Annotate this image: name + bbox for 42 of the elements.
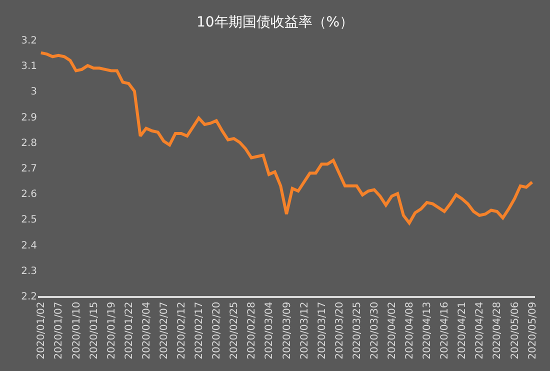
x-tick-label: 2020/03/25 bbox=[352, 302, 363, 360]
y-tick-label: 2.6 bbox=[21, 189, 37, 200]
x-tick-label: 2020/04/08 bbox=[404, 302, 416, 360]
x-tick-label: 2020/03/30 bbox=[369, 302, 380, 360]
x-tick-label: 2020/04/24 bbox=[474, 302, 486, 360]
y-tick-label: 3.2 bbox=[21, 36, 37, 46]
y-tick-label: 2.4 bbox=[21, 240, 37, 252]
x-tick-label: 2020/03/17 bbox=[316, 302, 328, 360]
x-tick-label: 2020/03/20 bbox=[334, 302, 346, 360]
x-tick-label: 2020/05/06 bbox=[510, 302, 521, 360]
line-series bbox=[39, 51, 534, 225]
x-tick-label: 2020/02/25 bbox=[229, 302, 240, 360]
x-tick-label: 2020/02/28 bbox=[246, 302, 258, 360]
y-tick-label: 2.3 bbox=[21, 266, 37, 277]
x-tick-label: 2020/02/17 bbox=[194, 302, 206, 360]
x-tick-label: 2020/02/07 bbox=[158, 302, 170, 360]
y-tick-label: 2.8 bbox=[21, 138, 37, 149]
y-tick-label: 2.2 bbox=[21, 292, 37, 302]
x-tick-label: 2020/01/02 bbox=[36, 302, 48, 360]
x-tick-label: 2020/04/16 bbox=[440, 302, 451, 360]
y-tick-label: 2.9 bbox=[21, 112, 37, 124]
x-tick-label: 2020/05/09 bbox=[527, 302, 538, 360]
x-tick-label: 2020/03/12 bbox=[299, 302, 310, 360]
chart-title: 10年期国债收益率（%） bbox=[196, 14, 354, 30]
y-tick-label: 3.1 bbox=[21, 61, 37, 72]
x-tick-label: 2020/01/15 bbox=[88, 302, 100, 360]
x-tick-label: 2020/01/10 bbox=[71, 302, 82, 360]
x-tick-label: 2020/04/02 bbox=[387, 302, 398, 360]
x-tick-label: 2020/02/12 bbox=[176, 302, 188, 360]
x-tick-label: 2020/03/04 bbox=[264, 302, 276, 360]
x-tick-label: 2020/03/09 bbox=[282, 302, 293, 360]
x-tick-label: 2020/04/13 bbox=[422, 302, 434, 360]
x-tick-label: 2020/04/28 bbox=[492, 302, 504, 360]
x-tick-label: 2020/01/19 bbox=[106, 302, 118, 360]
y-tick-label: 2.5 bbox=[21, 214, 37, 226]
x-tick-label: 2020/01/07 bbox=[54, 302, 65, 360]
x-tick-label: 2020/02/20 bbox=[212, 302, 223, 360]
x-tick-label: 2020/04/21 bbox=[457, 302, 468, 360]
x-tick-label: 2020/01/22 bbox=[124, 302, 135, 360]
y-tick-label: 2.7 bbox=[21, 164, 37, 174]
x-tick-label: 2020/02/04 bbox=[141, 302, 152, 360]
y-tick-label: 3 bbox=[30, 86, 37, 98]
